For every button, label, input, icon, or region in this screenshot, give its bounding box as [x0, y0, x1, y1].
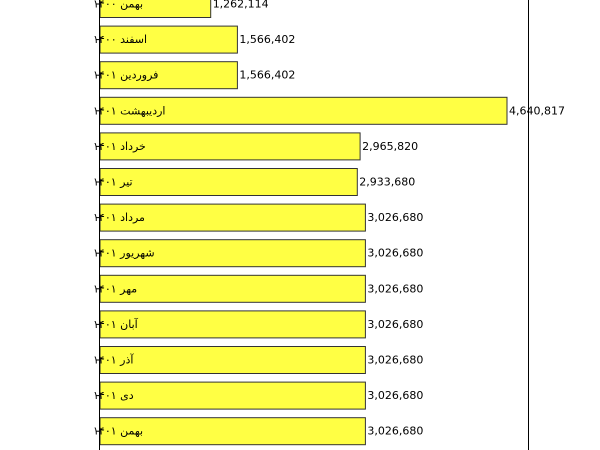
value-label: 3,026,680 — [367, 282, 423, 295]
bar — [99, 381, 366, 410]
value-label: 3,026,680 — [367, 425, 423, 438]
value-label: 2,965,820 — [362, 140, 418, 153]
category-label: مرداد ۱۴۰۱ — [93, 211, 145, 224]
category-label: دی ۱۴۰۱ — [93, 389, 134, 402]
value-label: 3,026,680 — [367, 247, 423, 260]
value-label: 3,026,680 — [367, 354, 423, 367]
category-label: تیر ۱۴۰۱ — [93, 176, 133, 189]
labels-layer: بهمن ۱۴۰۰ 1,262,114 اسفند ۱۴۰۰ 1,566,402 فرو… — [93, 0, 565, 438]
bar — [99, 132, 361, 161]
bar — [99, 346, 366, 374]
bar — [99, 25, 238, 54]
category-label: آذر ۱۴۰۱ — [93, 353, 134, 367]
value-label: 3,026,680 — [367, 211, 423, 224]
value-label: 3,026,680 — [367, 389, 423, 402]
category-label: اسفند ۱۴۰۰ — [93, 33, 147, 46]
category-label: اردیبهشت ۱۴۰۱ — [93, 104, 165, 117]
value-label: 1,566,402 — [239, 69, 295, 82]
value-label: 4,640,817 — [509, 104, 565, 117]
category-label: فروردین ۱۴۰۱ — [93, 69, 158, 82]
value-label: 3,026,680 — [367, 318, 423, 331]
category-label: شهریور ۱۴۰۱ — [93, 247, 155, 260]
bar — [99, 96, 508, 125]
bars-layer — [99, 0, 508, 446]
bar — [99, 310, 366, 339]
bar — [99, 239, 366, 268]
category-label: بهمن ۱۴۰۱ — [93, 425, 143, 438]
value-label: 1,566,402 — [239, 33, 295, 46]
bar — [99, 417, 366, 446]
value-label: 2,933,680 — [359, 176, 415, 189]
category-label: خرداد ۱۴۰۱ — [93, 140, 146, 153]
category-label: مهر ۱۴۰۱ — [93, 282, 137, 295]
value-label: 1,262,114 — [213, 0, 269, 11]
category-label: آبان ۱۴۰۱ — [93, 317, 139, 331]
bar — [99, 168, 358, 196]
category-label: بهمن ۱۴۰۰ — [93, 0, 143, 11]
bar — [99, 274, 366, 303]
